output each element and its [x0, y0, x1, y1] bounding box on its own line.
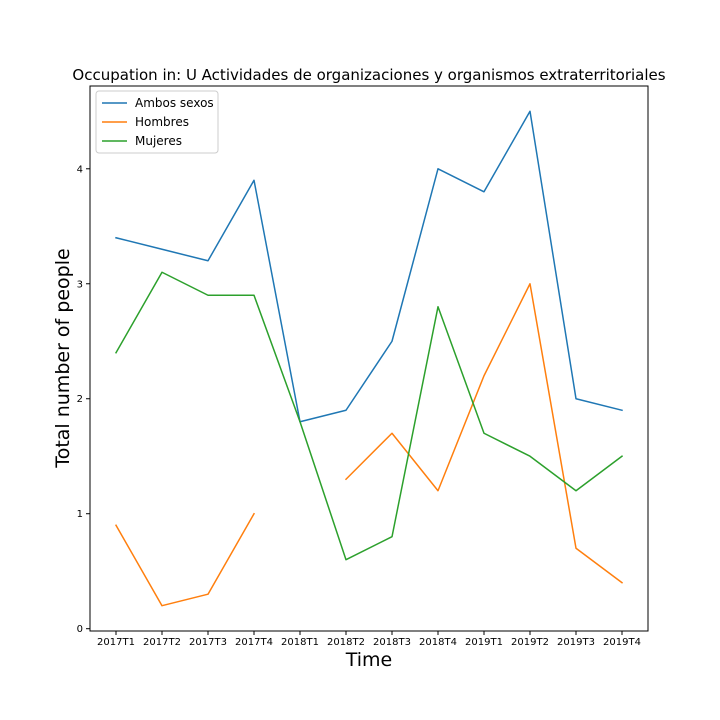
series-line — [344, 283, 624, 584]
x-tick-label: 2017T1 — [97, 637, 135, 648]
plot-frame — [89, 85, 649, 632]
series-layer — [114, 110, 624, 607]
y-tick-label: 0 — [77, 624, 83, 635]
series-hombres — [114, 283, 624, 607]
series-line — [114, 271, 624, 561]
x-tick-label: 2018T2 — [327, 637, 365, 648]
y-axis: 0 1 2 3 4 — [77, 164, 90, 635]
x-tick-label: 2019T4 — [603, 637, 641, 648]
legend-label: Mujeres — [135, 134, 182, 148]
legend-label: Ambos sexos — [135, 96, 214, 110]
legend-box — [95, 90, 219, 154]
x-tick-label: 2017T3 — [189, 637, 227, 648]
x-tick-label: 2017T2 — [143, 637, 181, 648]
legend-label: Hombres — [135, 115, 189, 129]
series-ambos-sexos — [115, 110, 623, 423]
x-tick-label: 2018T4 — [419, 637, 457, 648]
x-tick-label: 2019T1 — [465, 637, 503, 648]
x-tick-label: 2019T2 — [511, 637, 549, 648]
series-line — [115, 110, 623, 423]
y-tick-label: 2 — [77, 394, 83, 405]
legend: Ambos sexos Hombres Mujeres — [95, 90, 219, 154]
x-tick-label: 2017T4 — [235, 637, 273, 648]
x-tick-label: 2019T3 — [557, 637, 595, 648]
x-tick-label: 2018T3 — [373, 637, 411, 648]
y-tick-label: 3 — [77, 279, 83, 290]
y-tick-label: 1 — [77, 509, 83, 520]
x-axis: 2017T1 2017T2 2017T3 2017T4 2018T1 2018T2 2018… — [97, 631, 641, 648]
series-mujeres — [114, 271, 624, 561]
series-line — [114, 512, 256, 607]
x-tick-label: 2018T1 — [281, 637, 319, 648]
x-axis-label: Time — [345, 649, 393, 671]
chart-title: Occupation in: U Actividades de organiza… — [72, 66, 665, 84]
y-axis-label: Total number of people — [52, 248, 74, 468]
y-tick-label: 4 — [77, 164, 83, 175]
